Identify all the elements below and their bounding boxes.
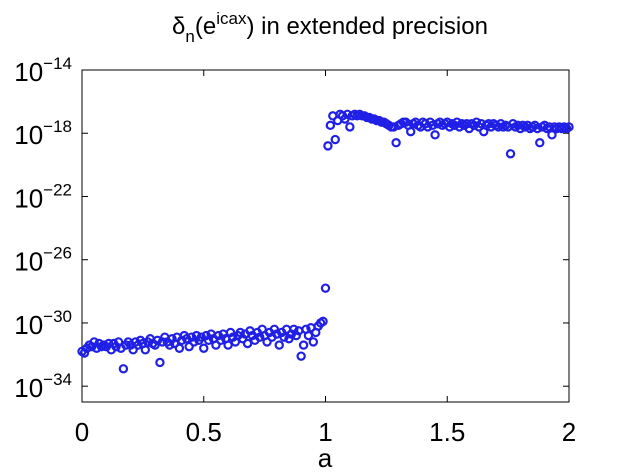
data-point	[320, 283, 331, 293]
data-point	[318, 316, 328, 327]
data-point	[184, 341, 194, 352]
data-point	[274, 340, 284, 350]
title-symbol: δ	[172, 13, 185, 40]
x-tick-label: 1.5	[429, 417, 465, 447]
data-point	[196, 332, 207, 342]
title-subscript: n	[185, 27, 194, 46]
data-point	[345, 122, 355, 132]
data-point	[155, 357, 165, 368]
data-point	[388, 122, 399, 132]
data-point	[303, 330, 314, 341]
data-point	[391, 138, 401, 148]
data-point	[223, 340, 233, 350]
y-tick-label: 10−18	[14, 117, 72, 150]
data-point	[272, 329, 282, 339]
data-point	[330, 134, 340, 145]
y-tick-label: 10−14	[14, 54, 72, 87]
data-point	[532, 123, 543, 134]
data-point	[182, 334, 192, 344]
y-axis: 10−14 10−18 10−22 10−26 10−30 10−34	[14, 54, 569, 403]
y-tick-label: 10−26	[14, 244, 72, 277]
x-tick-label: 1	[318, 417, 332, 447]
x-tick-label: 0	[75, 417, 89, 447]
data-point	[128, 345, 138, 355]
data-point	[255, 332, 265, 342]
data-point	[323, 141, 333, 151]
y-tick-label: 10−22	[14, 180, 72, 213]
title-rest: ) in extended precision	[246, 13, 487, 40]
chart-title: δn(eicax) in extended precision	[172, 9, 488, 46]
data-point	[325, 120, 336, 131]
data-point	[298, 340, 309, 350]
data-point	[406, 126, 416, 137]
x-tick-label: 0.5	[186, 417, 222, 447]
x-tick-label: 2	[562, 417, 576, 447]
data-point	[279, 332, 289, 342]
data-point	[262, 337, 272, 347]
title-superscript: icax	[216, 9, 247, 28]
y-tick-label: 10−34	[14, 370, 72, 403]
data-point	[564, 122, 574, 132]
data-point	[118, 364, 129, 374]
title-open: (e	[195, 13, 216, 40]
data-point	[308, 337, 319, 347]
data-points	[77, 109, 574, 374]
data-point	[211, 340, 221, 350]
data-point	[505, 149, 516, 159]
data-point	[430, 130, 440, 140]
y-tick-label: 10−30	[14, 307, 72, 340]
x-axis: 0 0.5 1 1.5 2	[75, 70, 576, 447]
data-point	[242, 338, 253, 349]
data-point	[427, 120, 438, 131]
data-point	[547, 130, 557, 140]
data-point	[296, 351, 306, 361]
data-point	[152, 335, 163, 346]
data-point	[140, 345, 151, 355]
data-point	[535, 138, 545, 148]
data-point	[174, 343, 185, 353]
data-point	[199, 343, 209, 353]
x-axis-label: a	[318, 443, 333, 472]
